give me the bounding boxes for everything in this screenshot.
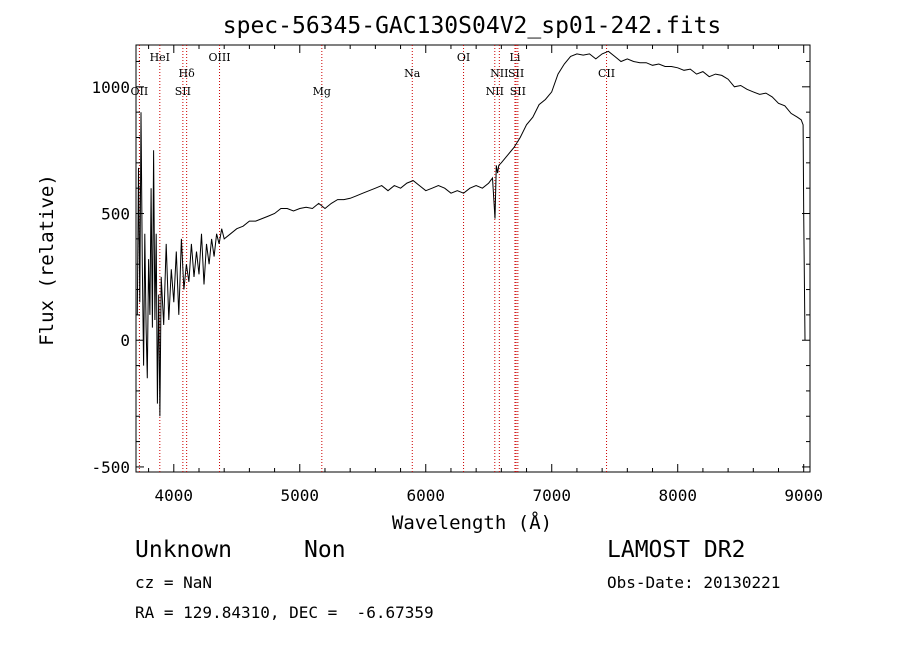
emission-line-label: NII: [490, 67, 508, 80]
emission-line-label: OII: [131, 85, 149, 98]
survey-name: LAMOST DR2: [607, 537, 746, 563]
x-tick-label: 8000: [658, 486, 697, 505]
y-axis-label: Flux (relative): [36, 174, 58, 346]
chart-title: spec-56345-GAC130S04V2_sp01-242.fits: [223, 13, 722, 39]
emission-line-label: Na: [404, 67, 421, 80]
y-tick-label: 500: [101, 205, 130, 224]
emission-line-label: SII: [510, 85, 526, 98]
x-tick-label: 5000: [281, 486, 320, 505]
object-class: Unknown: [135, 537, 232, 563]
emission-line-label: OIII: [208, 51, 230, 64]
emission-line-label: HeI: [150, 51, 170, 64]
emission-line-label: SII: [175, 85, 191, 98]
obs-date: Obs-Date: 20130221: [607, 573, 781, 592]
y-tick-label: -500: [91, 458, 130, 477]
x-axis-ticks: 4000 5000 6000 7000 8000 9000: [148, 45, 823, 505]
x-axis-label: Wavelength (Å): [392, 511, 552, 534]
y-tick-label: 1000: [91, 78, 130, 97]
emission-line-label: CII: [598, 67, 615, 80]
x-tick-label: 7000: [532, 486, 571, 505]
y-axis-ticks: -500 0 500 1000: [91, 60, 810, 477]
emission-line-label: OI: [457, 51, 470, 64]
emission-line-label: Mg: [313, 85, 331, 98]
redshift-cz: cz = NaN: [135, 573, 213, 592]
x-tick-label: 6000: [406, 486, 445, 505]
ra-dec: RA = 129.84310, DEC = -6.67359: [135, 603, 434, 622]
object-subclass: Non: [304, 537, 346, 563]
plot-frame: [135, 44, 811, 473]
emission-line-label: SII: [508, 67, 524, 80]
x-tick-label: 4000: [155, 486, 194, 505]
spectrum-line: [136, 50, 806, 417]
emission-line-label: Li: [510, 51, 521, 64]
emission-line-label: Hδ: [179, 67, 196, 80]
emission-line-label: NII: [486, 85, 504, 98]
y-tick-label: 0: [120, 331, 130, 350]
x-tick-label: 9000: [784, 486, 823, 505]
